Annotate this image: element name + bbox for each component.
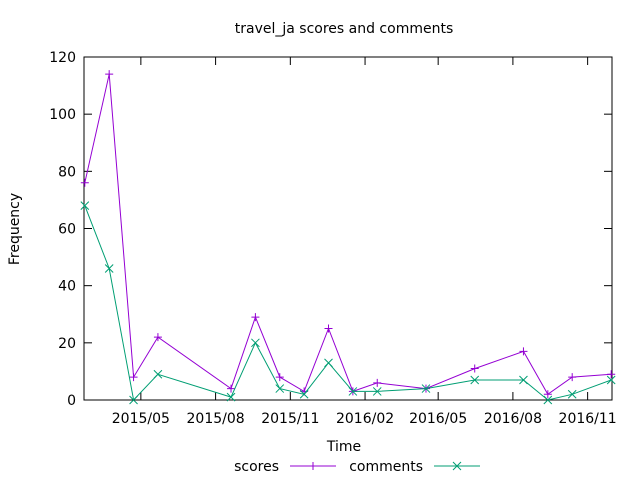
data-point-scores — [324, 324, 333, 333]
x-tick-label: 2015/11 — [261, 411, 319, 427]
legend-label-comments: comments — [349, 459, 423, 475]
data-point-comments — [470, 375, 480, 385]
x-tick-label: 2015/05 — [112, 411, 170, 427]
data-point-comments — [543, 395, 553, 405]
data-point-comments — [226, 392, 236, 402]
data-point-comments — [80, 201, 90, 210]
legend-marker-scores — [309, 462, 317, 470]
x-tick-label: 2016/11 — [559, 411, 617, 427]
data-point-comments — [421, 384, 431, 393]
series-layer — [80, 70, 616, 405]
data-point-scores — [519, 347, 528, 356]
x-axis-label: Time — [326, 439, 361, 455]
data-point-comments — [104, 264, 114, 273]
data-point-scores — [251, 313, 260, 322]
data-point-comments — [129, 395, 138, 405]
chart-title: travel_ja scores and comments — [235, 21, 454, 37]
series-comments — [80, 201, 616, 405]
y-tick-label: 100 — [49, 107, 76, 123]
data-point-scores — [568, 373, 577, 382]
data-point-scores — [227, 384, 236, 393]
data-point-scores — [105, 70, 114, 79]
data-point-comments — [348, 387, 358, 396]
y-tick-label: 20 — [58, 336, 76, 352]
data-point-comments — [519, 375, 528, 385]
y-axis-label: Frequency — [7, 193, 23, 265]
data-point-comments — [567, 389, 577, 399]
x-tick-label: 2015/08 — [187, 411, 245, 427]
data-point-scores — [129, 373, 138, 382]
data-point-scores — [373, 378, 382, 387]
data-point-scores — [153, 333, 162, 342]
y-tick-label: 60 — [58, 222, 76, 238]
data-point-comments — [153, 369, 163, 379]
data-point-comments — [606, 375, 616, 385]
data-point-comments — [324, 358, 333, 368]
axes: 0 20 40 60 80 100 120 2015/05 2015/08 2015/11 2016… — [49, 50, 616, 427]
data-point-scores — [275, 373, 284, 382]
legend-marker-comments — [452, 461, 462, 471]
data-point-scores — [470, 364, 479, 373]
data-point-comments — [372, 387, 382, 396]
series-scores — [80, 70, 616, 399]
data-point-scores — [543, 390, 552, 399]
y-tick-label: 120 — [49, 50, 76, 66]
x-tick-label: 2016/02 — [336, 411, 394, 427]
x-tick-label: 2016/08 — [484, 411, 542, 427]
data-point-comments — [299, 389, 309, 399]
plot-frame — [83, 56, 613, 401]
y-tick-label: 0 — [67, 393, 76, 409]
y-tick-label: 80 — [58, 164, 76, 180]
legend: scores comments — [234, 459, 480, 475]
data-point-scores — [80, 178, 89, 187]
series-line-scores — [84, 74, 612, 396]
legend-label-scores: scores — [234, 459, 279, 475]
data-point-scores — [607, 370, 616, 379]
x-tick-label: 2016/05 — [409, 411, 467, 427]
data-point-comments — [251, 338, 260, 348]
data-point-comments — [275, 384, 285, 393]
series-line-comments — [84, 205, 612, 402]
y-tick-label: 40 — [58, 279, 76, 295]
